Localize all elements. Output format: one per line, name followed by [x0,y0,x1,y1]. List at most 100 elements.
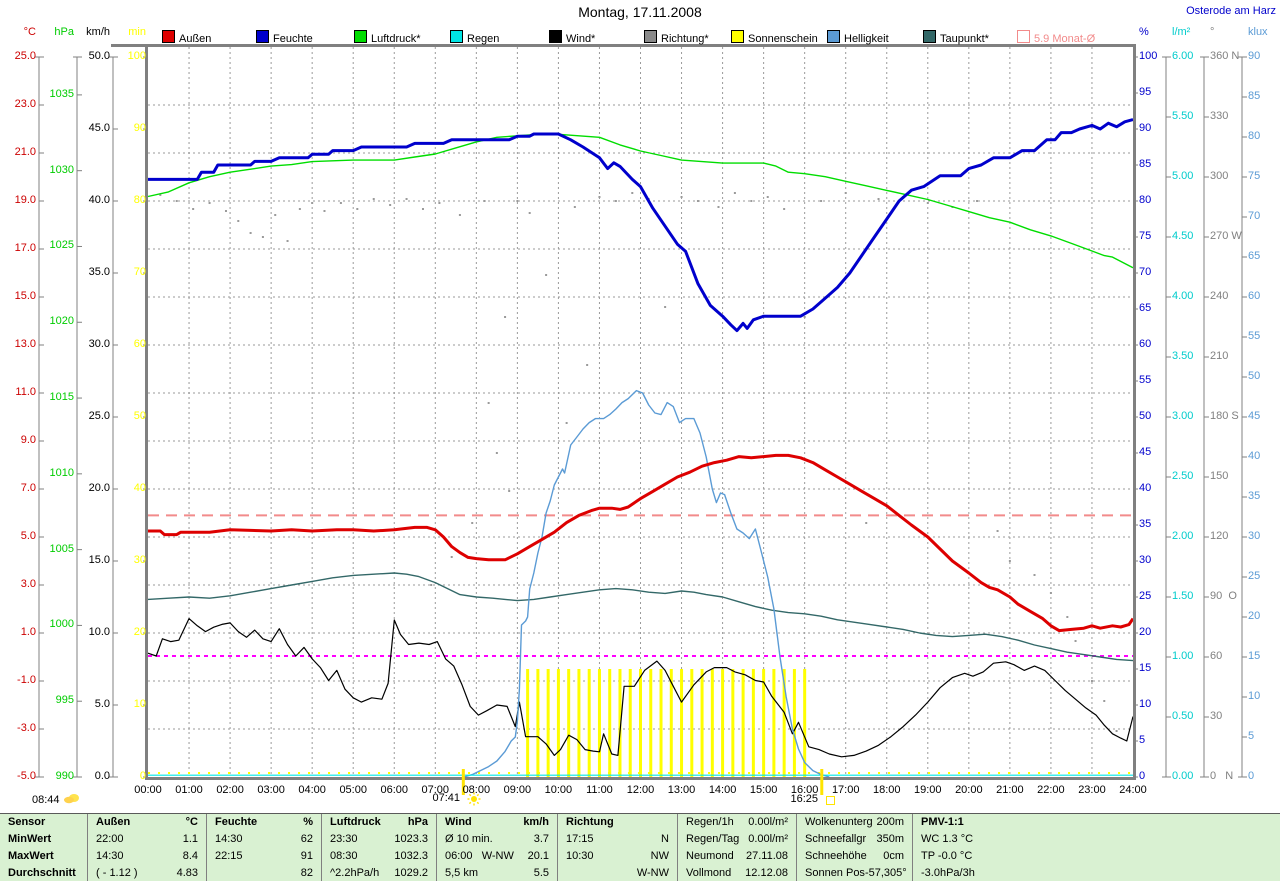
legend-label: Helligkeit [844,33,889,45]
table-cell-value: -57,305° [864,867,907,879]
bar-Sonnenschein [628,669,632,777]
scatter-Richtung [1008,560,1011,562]
table-cell-label: Regen/1h [686,816,734,828]
legend-item: 5.9 Monat-Ø [1017,30,1095,45]
legend-swatch-icon [644,30,657,43]
scatter-Richtung [598,196,601,198]
sensor-summary-table: Sensor MinWert MaxWert Durchschnitt Außen °C 2… [0,813,1280,881]
scatter-Richtung [405,198,408,200]
station-name: Osterode am Harz [1186,5,1276,17]
table-header-row: Richtung [558,814,677,831]
scatter-Richtung [208,202,211,204]
table-row: WC 1.3 °C [913,831,1280,848]
table-cell-label: Wind [445,816,472,828]
sunrise-time: 07:41 [432,792,460,804]
scatter-Richtung [545,274,548,276]
sunrise-icon-wrap [467,792,481,809]
table-row: Schneehöhe 0cm [797,848,912,865]
scatter-Richtung [249,232,252,234]
legend-label: Feuchte [273,33,313,45]
table-col-feuchte: Feuchte% 14:30 62 22:15 91 82 [207,814,322,881]
table-cell-label: Sonnen Pos [805,867,865,879]
table-cell-value: 350m [876,833,904,845]
sun-icon [467,792,481,809]
bar-Sonnenschein [803,669,807,777]
bar-Sonnenschein [618,669,622,777]
scatter-Richtung [717,206,720,208]
table-header-row: Wolkenunterg 200m [797,814,912,831]
table-cell-label: ( - 1.12 ) [96,867,138,879]
table-row: ^2.2hPa/h 1029.2 [322,865,436,881]
table-header-row: Regen/1h 0.00l/m² [678,814,796,831]
sunset-square-icon [826,796,835,805]
legend-item: Regen [450,30,499,45]
bar-Sonnenschein [639,669,642,777]
table-cell-value: 3.7 [533,833,549,845]
table-cell-label: Wolkenunterg [805,816,873,828]
scatter-Richtung [159,194,162,196]
legend-item: Helligkeit [827,30,889,45]
table-cell-label: PMV-1:1 [921,816,964,828]
bar-Sonnenschein [567,669,571,777]
legend-swatch-icon [923,30,936,43]
bar-Sonnenschein [772,669,776,777]
scatter-Richtung [996,530,999,532]
scatter-Richtung [1115,730,1118,732]
series-Helligkeit [463,389,830,778]
bar-Sonnenschein [700,669,704,777]
bar-Sonnenschein [577,669,581,777]
sunset-annotation: 16:25 [790,793,818,805]
table-cell-value: km/h [523,816,549,828]
bar-Sonnenschein [526,669,530,777]
table-col-wind: Wind km/h Ø 10 min. 3.7 06:00 W-NW 20.1 5,5 km… [437,814,558,881]
legend-label: Luftdruck* [371,33,421,45]
table-row: W-NW [558,865,677,881]
legend-item: Sonnenschein [731,30,818,45]
scatter-Richtung [783,208,786,210]
table-cell-value: 1023.3 [394,833,428,845]
table-row: 14:30 8.4 [88,848,206,865]
scatter-Richtung [1090,680,1093,682]
legend-swatch-icon [450,30,463,43]
scatter-Richtung [192,208,195,210]
table-col-sensor: Sensor MinWert MaxWert Durchschnitt [0,814,88,881]
scatter-Richtung [286,240,289,242]
scatter-Richtung [926,202,929,204]
table-col-richtung: Richtung 17:15 N 10:30 NW W-NW [558,814,678,881]
sunset-icon-wrap [826,795,835,807]
table-row: Schneefallgr 350m [797,831,912,848]
table-cell-value: hPa [407,816,428,828]
legend-swatch-icon [731,30,744,43]
scatter-Richtung [274,214,277,216]
table-col-luftdruck: Luftdruck hPa 23:30 1023.3 08:30 1032.3 ^2.2hP… [322,814,437,881]
scatter-Richtung [261,236,264,238]
table-cell-value: 0.00l/m² [748,816,788,828]
legend-label: Wind* [566,33,596,45]
scatter-Richtung [430,584,433,586]
legend-item: Feuchte [256,30,313,45]
table-header-row: Außen °C [88,814,206,831]
sunset-time: 16:25 [790,793,818,805]
page-title: Montag, 17.11.2008 [578,4,702,20]
bar-Sonnenschein [659,669,663,777]
bar-Sonnenschein [731,669,735,777]
table-cell-label: Schneehöhe [805,850,867,862]
cloud-sun-icon [63,793,81,807]
bar-Sonnenschein [690,669,694,777]
scatter-Richtung [680,196,683,198]
table-cell-value: 0cm [883,850,904,862]
table-cell-value: N [661,833,669,845]
table-row-label: MinWert [8,833,52,845]
bar-Sonnenschein [669,669,673,777]
scatter-Richtung [323,210,326,212]
bar-Sonnenschein [751,669,755,777]
table-col-regen1h: Regen/1h 0.00l/m² Regen/Tag 0.00l/m² Neumond… [678,814,797,881]
table-cell-value: 20.1 [527,850,549,862]
table-col-auen: Außen °C 22:00 1.1 14:30 8.4 ( - 1.12 ) 4.83 [88,814,207,881]
table-cell-value: 12.12.08 [745,867,788,879]
bar-Sonnenschein [721,669,725,777]
table-cell-value: °C [185,816,198,828]
table-col-pmv11: PMV-1:1 WC 1.3 °C TP -0.0 °C -3.0hPa/3h [913,814,1280,881]
bar-Sonnenschein [741,669,745,777]
